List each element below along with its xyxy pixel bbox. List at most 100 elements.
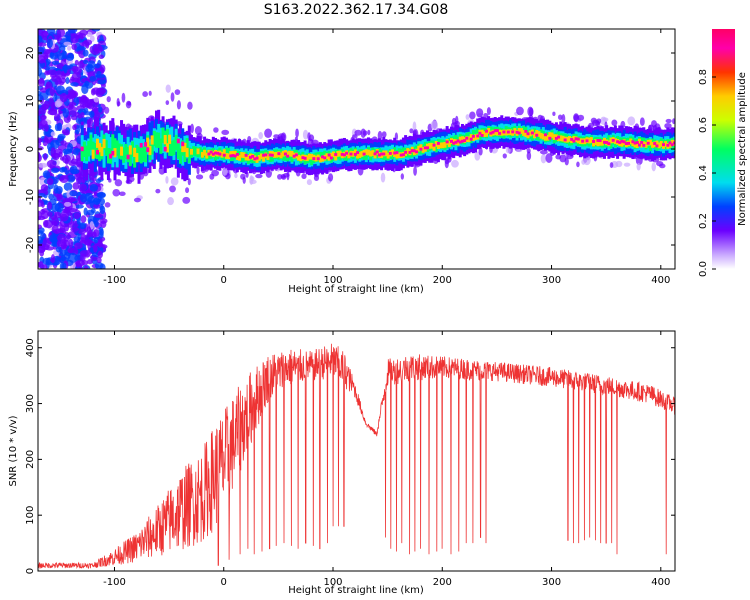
heatmap-cell bbox=[270, 153, 274, 157]
heatmap-cell bbox=[187, 101, 193, 110]
heatmap-cell bbox=[360, 151, 364, 157]
heatmap-cell bbox=[651, 142, 655, 148]
heatmap-cell bbox=[89, 110, 95, 118]
colorbar-tick-label: 0.4 bbox=[698, 165, 709, 181]
heatmap-cell bbox=[301, 156, 305, 160]
heatmap-cell bbox=[80, 112, 85, 118]
heatmap-cell bbox=[49, 86, 55, 97]
spectrogram-xtick-label: 0 bbox=[221, 275, 227, 286]
heatmap-cell bbox=[666, 143, 670, 147]
heatmap-cell bbox=[113, 138, 117, 154]
heatmap-cell bbox=[281, 150, 285, 157]
heatmap-cell bbox=[349, 152, 353, 156]
heatmap-cell bbox=[639, 117, 645, 126]
heatmap-cell bbox=[277, 152, 281, 156]
colorbar-tick-label: 0.2 bbox=[698, 213, 709, 229]
heatmap-cell bbox=[251, 154, 255, 158]
heatmap-cell bbox=[67, 247, 73, 253]
heatmap-cell bbox=[116, 97, 120, 107]
snr-xtick-label: 400 bbox=[651, 577, 670, 588]
heatmap-cell bbox=[421, 146, 425, 153]
heatmap-cell bbox=[491, 130, 495, 134]
spectrogram-ytick-label: 10 bbox=[25, 95, 36, 108]
heatmap-cell bbox=[266, 154, 270, 160]
heatmap-cell bbox=[190, 123, 194, 134]
heatmap-cell bbox=[49, 51, 59, 60]
heatmap-cell bbox=[401, 153, 405, 157]
heatmap-cell bbox=[96, 257, 102, 264]
heatmap-cell bbox=[602, 117, 609, 122]
heatmap-cell bbox=[54, 202, 64, 213]
heatmap-cell bbox=[214, 151, 218, 155]
heatmap-cell bbox=[102, 144, 106, 168]
heatmap-cell bbox=[170, 126, 174, 150]
heatmap-cell bbox=[618, 141, 622, 144]
heatmap-cell bbox=[83, 265, 89, 269]
heatmap-cell bbox=[474, 151, 481, 161]
heatmap-cell bbox=[57, 135, 65, 141]
heatmap-cell bbox=[493, 129, 497, 133]
heatmap-cell bbox=[87, 259, 93, 265]
heatmap-cell bbox=[334, 154, 338, 161]
heatmap-cell bbox=[227, 147, 231, 158]
heatmap-cell bbox=[38, 230, 44, 235]
heatmap-cell bbox=[187, 178, 191, 186]
heatmap-cell bbox=[557, 135, 561, 139]
heatmap-cell bbox=[120, 146, 124, 156]
heatmap-cell bbox=[526, 151, 532, 161]
heatmap-cell bbox=[620, 140, 624, 147]
heatmap-cell bbox=[159, 138, 163, 154]
heatmap-cell bbox=[456, 139, 460, 146]
heatmap-cell bbox=[65, 53, 75, 61]
heatmap-cell bbox=[648, 139, 652, 146]
heatmap-cell bbox=[540, 153, 547, 164]
heatmap-cell bbox=[576, 161, 580, 168]
heatmap-cell bbox=[471, 135, 475, 142]
heatmap-cell bbox=[155, 132, 159, 148]
heatmap-cell bbox=[179, 148, 183, 164]
heatmap-cell bbox=[585, 139, 589, 143]
heatmap-cell bbox=[545, 153, 553, 163]
heatmap-cell bbox=[353, 152, 357, 156]
heatmap-cell bbox=[574, 137, 578, 141]
heatmap-cell bbox=[56, 29, 66, 38]
heatmap-cell bbox=[592, 140, 596, 147]
heatmap-cell bbox=[163, 135, 167, 145]
heatmap-cell bbox=[294, 153, 298, 157]
heatmap-cell bbox=[103, 106, 110, 114]
heatmap-cell bbox=[334, 153, 338, 156]
heatmap-cell bbox=[382, 152, 386, 156]
heatmap-cell bbox=[633, 141, 637, 145]
heatmap-cell bbox=[218, 152, 222, 156]
heatmap-cell bbox=[616, 140, 620, 144]
heatmap-cell bbox=[192, 146, 196, 156]
heatmap-cell bbox=[340, 153, 344, 156]
heatmap-cell bbox=[56, 36, 63, 41]
heatmap-cell bbox=[434, 142, 438, 153]
heatmap-cell bbox=[447, 141, 451, 147]
heatmap-cell bbox=[170, 140, 174, 157]
heatmap-cell bbox=[469, 137, 473, 141]
heatmap-cell bbox=[74, 242, 83, 250]
heatmap-cell bbox=[527, 106, 534, 117]
heatmap-cell bbox=[524, 129, 528, 133]
heatmap-cell bbox=[548, 136, 552, 140]
snr-line bbox=[38, 343, 675, 570]
heatmap-cell bbox=[50, 147, 56, 158]
heatmap-cell bbox=[327, 154, 331, 161]
heatmap-cell bbox=[146, 137, 150, 147]
heatmap-cell bbox=[111, 134, 115, 150]
heatmap-cell bbox=[93, 244, 98, 253]
heatmap-cell bbox=[222, 149, 226, 156]
heatmap-cell bbox=[264, 153, 268, 157]
heatmap-cell bbox=[89, 75, 96, 82]
heatmap-cell bbox=[351, 134, 358, 139]
heatmap-cell bbox=[419, 144, 423, 151]
snr-xtick-label: 300 bbox=[542, 577, 561, 588]
heatmap-cell bbox=[115, 140, 119, 156]
heatmap-cell bbox=[637, 143, 641, 147]
heatmap-cell bbox=[43, 153, 48, 161]
heatmap-cell bbox=[600, 139, 604, 146]
heatmap-cell bbox=[106, 148, 110, 164]
